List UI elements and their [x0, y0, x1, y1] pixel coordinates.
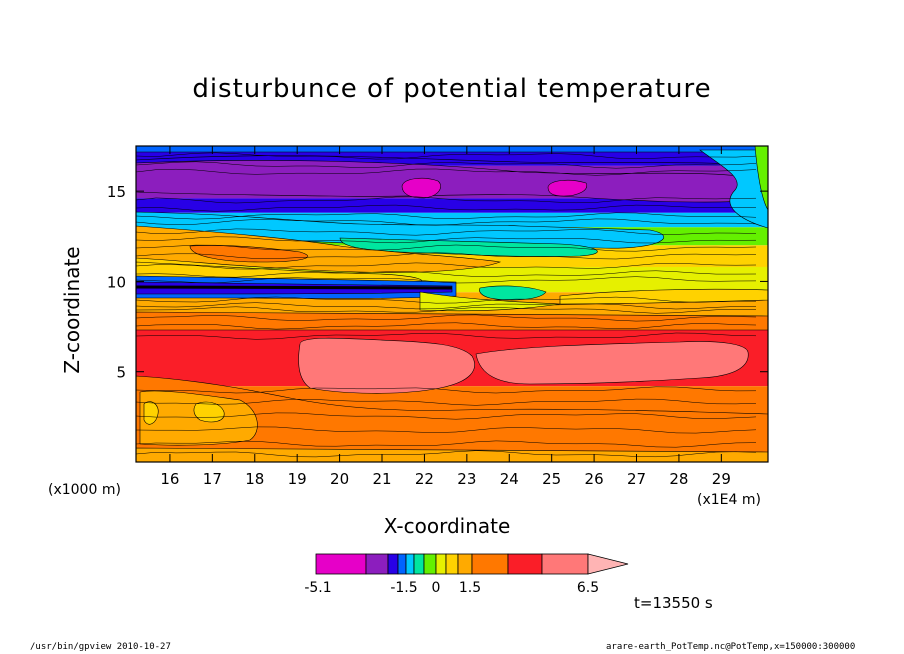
contour-region-9: [189, 245, 309, 263]
contour-line-24: [136, 440, 757, 448]
colorbar-label-3: 1.5: [459, 580, 481, 596]
y-tick-label-5: 5: [116, 364, 126, 382]
x-unit-label: (x1000 m): [48, 482, 121, 498]
contour-line-23: [136, 426, 757, 434]
x-tick-label-20: 20: [330, 470, 349, 488]
colorbar-arrow: [587, 553, 629, 575]
colorbar-label-0: -5.1: [304, 580, 331, 596]
contour-line-1: [136, 161, 757, 169]
contour-line-9: [136, 244, 757, 252]
y-axis-label: Z-coordinate: [60, 246, 84, 374]
contour-region-16: [136, 311, 768, 331]
contour-line-3: [136, 196, 757, 204]
x-tick-label-16: 16: [160, 470, 179, 488]
contour-band-1: [136, 155, 768, 166]
x-tick-label-18: 18: [245, 470, 264, 488]
contour-line-11: [136, 262, 757, 270]
x-tick-label-28: 28: [669, 470, 688, 488]
colorbar-cell-1: [365, 553, 389, 575]
contour-region-4: [401, 177, 441, 199]
contour-line-15: [136, 302, 757, 310]
x-axis-label: X-coordinate: [383, 514, 511, 538]
x-tick-label-25: 25: [542, 470, 561, 488]
x-scale-label: (x1E4 m): [697, 492, 761, 508]
colorbar-cell-10: [471, 553, 509, 575]
contour-line-12: [136, 270, 757, 278]
contour-line-21: [136, 398, 757, 406]
chart-title: disturbunce of potential temperature: [192, 74, 712, 104]
colorbar-cell-4: [405, 553, 415, 575]
colorbar-cell-12: [541, 553, 589, 575]
contour-line-0: [136, 152, 757, 160]
colorbar-cell-5: [413, 553, 425, 575]
contour-features: [136, 146, 768, 462]
contour-line-22: [136, 412, 757, 420]
contour-line-17: [136, 314, 757, 322]
contour-region-0: [136, 160, 768, 203]
contour-line-13: [136, 276, 757, 284]
colorbar-cell-6: [423, 553, 437, 575]
contour-region-5: [547, 179, 588, 197]
x-tick-label-22: 22: [415, 470, 434, 488]
contour-line-dense: [136, 285, 453, 290]
x-tick-label-21: 21: [372, 470, 391, 488]
colorbar-cell-8: [445, 553, 459, 575]
contour-region-2: [699, 149, 768, 229]
contour-line-20: [136, 386, 757, 394]
y-axis: 5 10 15: [107, 183, 768, 382]
time-label: t=13550 s: [634, 594, 713, 612]
contour-line-8: [136, 236, 757, 244]
contour-region-17: [298, 337, 475, 394]
contour-region-1: [136, 151, 768, 167]
y-tick-label-15: 15: [107, 183, 126, 201]
x-tick-label-27: 27: [627, 470, 646, 488]
contour-line-19: [136, 332, 757, 340]
colorbar-cell-7: [435, 553, 447, 575]
footer-source: arare-earth_PotTemp.nc@PotTemp,x=150000:…: [606, 642, 856, 652]
contour-region-21: [143, 401, 159, 425]
contour-line-14: [136, 296, 756, 304]
contour-line-16: [136, 306, 757, 314]
plot-frame: [135, 145, 769, 463]
contour-line-7: [136, 228, 757, 236]
x-axis: 16 17 18 19 20 21 22 23 24 25 26 27 28 29: [160, 146, 731, 488]
contour-line-2: [136, 168, 757, 176]
footer-program: /usr/bin/gpview 2010-10-27: [30, 642, 171, 652]
x-tick-label-24: 24: [500, 470, 519, 488]
x-tick-label-26: 26: [585, 470, 604, 488]
contour-line-18: [136, 322, 757, 330]
contour-line-6: [136, 218, 757, 226]
x-tick-label-29: 29: [712, 470, 731, 488]
contour-line-5: [136, 212, 757, 220]
colorbar-cell-9: [457, 553, 473, 575]
contour-line-10: [136, 252, 757, 260]
colorbar-cell-3: [397, 553, 407, 575]
colorbar-cell-2: [387, 553, 399, 575]
colorbar-label-1: -1.5: [390, 580, 417, 596]
y-tick-label-10: 10: [107, 273, 126, 291]
colorbar-cell-11: [507, 553, 543, 575]
x-tick-label-19: 19: [288, 470, 307, 488]
x-tick-label-23: 23: [457, 470, 476, 488]
colorbar-label-2: 0: [432, 580, 441, 596]
colorbar: -5.1 -1.5 0 1.5 6.5: [304, 553, 629, 596]
colorbar-label-4: 6.5: [577, 580, 599, 596]
contour-line-4: [136, 204, 757, 212]
contour-region-23: [136, 447, 768, 462]
colorbar-cell-0: [315, 553, 367, 575]
contour-region-18: [475, 341, 749, 385]
contour-band-0: [136, 146, 768, 156]
contour-band-3: [136, 198, 768, 213]
contour-line-25: [136, 450, 757, 458]
contour-region-15: [559, 288, 768, 305]
x-tick-label-17: 17: [203, 470, 222, 488]
